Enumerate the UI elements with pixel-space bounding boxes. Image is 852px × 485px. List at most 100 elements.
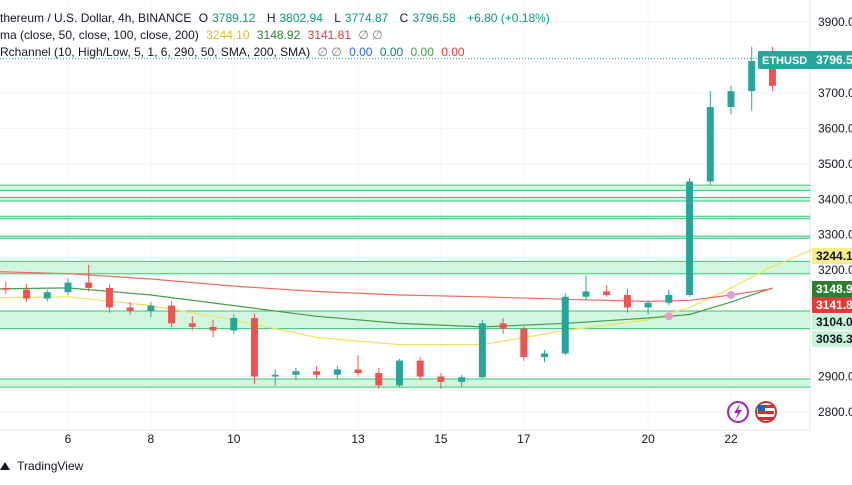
rchannel-v1: 0.00 [349, 45, 373, 59]
y-tick-label: 3400.0 [818, 192, 852, 206]
candle-body [2, 287, 10, 290]
sr-zones [0, 184, 810, 388]
candle-body [603, 291, 611, 295]
price-tag-value: 3148.9 [816, 282, 852, 296]
candle-body [333, 369, 341, 375]
symbol-legend: thereum / U.S. Dollar, 4h, BINANCE O 3789… [0, 10, 554, 26]
ma100-line [0, 287, 773, 328]
sr-zone [0, 236, 810, 239]
tradingview-brand[interactable]: TradingView [0, 459, 83, 473]
flag-stripe-icon [758, 411, 774, 414]
candle-body [354, 369, 362, 373]
candle-body [313, 371, 321, 375]
price-tag-bg [812, 314, 852, 330]
candle-body [520, 328, 528, 358]
ma-label: ma (close, 50, close, 100, close, 200) [0, 28, 199, 42]
y-tick-label: 3500.0 [818, 157, 852, 171]
lightning-glyph-icon [734, 404, 742, 420]
price-tag-value: 3244.1 [816, 249, 852, 263]
price-tag-value: 3104.0 [816, 315, 852, 329]
candle-body [561, 296, 569, 354]
candle-body [230, 318, 238, 331]
candle-body [665, 295, 673, 303]
price-tag-value: 3796.5 [816, 53, 852, 67]
candle-body [250, 318, 258, 377]
candle-body [706, 107, 714, 182]
candle-body [64, 282, 72, 293]
x-tick-label: 22 [724, 432, 738, 446]
candle-body [686, 181, 694, 295]
candle-body [396, 360, 403, 386]
price-tag-bg [812, 51, 852, 69]
tradingview-logo-icon [0, 462, 10, 470]
sr-zone [0, 185, 810, 191]
signal-markers [664, 291, 735, 321]
rchannel-v4: 0.00 [441, 45, 465, 59]
candle-body [437, 376, 445, 382]
price-tag-bg [812, 297, 852, 313]
x-tick-label: 20 [641, 432, 655, 446]
y-tick-label: 3900.0 [818, 15, 852, 29]
bottom-icons [727, 401, 777, 423]
candle-body [292, 371, 300, 375]
candle-body [168, 305, 176, 324]
y-tick-label: 2900.0 [818, 370, 852, 384]
candle-body [478, 323, 486, 378]
ohlc-close: C 3796.58 [399, 11, 456, 25]
signal-marker [727, 291, 735, 299]
symbol-tag-bg [758, 51, 818, 69]
price-tags: ETHUSD 3796.5 3244.1 3148.9 3141.8 3104.0 3036… [758, 51, 852, 347]
ohlc-open: O 3789.12 [198, 11, 256, 25]
price-tag-value: 3141.8 [816, 298, 852, 312]
candle-body [105, 287, 113, 308]
candle-body [541, 353, 549, 358]
y-axis[interactable]: 3900.03800.03700.03600.03500.03400.03300… [818, 15, 852, 419]
ma200-line [0, 271, 773, 303]
sr-zone [0, 379, 810, 388]
candle-body [623, 295, 631, 308]
candle-body [85, 282, 93, 288]
signal-marker [664, 312, 673, 321]
ma100-value: 3148.92 [256, 28, 301, 42]
candle-body [748, 61, 756, 92]
candle-body [727, 91, 735, 108]
price-tag-value: 3036.3 [816, 332, 852, 346]
ohlc-low: L 3774.87 [334, 11, 389, 25]
x-tick-label: 15 [434, 432, 448, 446]
candle-body [458, 377, 466, 382]
y-tick-label: 3600.0 [818, 121, 852, 135]
candle-body [188, 323, 196, 327]
y-tick-label: 3300.0 [818, 228, 852, 242]
ma200-value: 3141.81 [307, 28, 351, 42]
candle-body [147, 305, 155, 311]
candle-body [768, 61, 776, 86]
candle-body [499, 323, 507, 329]
price-tag-bg [812, 281, 852, 297]
sr-zone [0, 216, 810, 219]
sr-zone [0, 261, 810, 274]
rchannel-legend: Rchannel (10, High/Low, 5, 1, 6, 290, 50… [0, 44, 469, 60]
candle-body [209, 326, 217, 331]
flag-stripe-icon [758, 417, 774, 420]
candle-body [23, 289, 31, 299]
rchannel-extra: ∅ ∅ [317, 45, 342, 59]
price-tag-bg [812, 248, 852, 264]
brand-label: TradingView [17, 459, 84, 473]
flag-stripe-icon [758, 405, 774, 408]
symbol-tag-name: ETHUSD [762, 55, 807, 67]
candle-body [644, 302, 652, 308]
x-tick-label: 17 [517, 432, 531, 446]
x-tick-label: 6 [65, 432, 72, 446]
sr-zone [0, 310, 810, 329]
flag-canton-icon [758, 405, 765, 411]
candle-body [271, 374, 279, 377]
ma50-value: 3244.10 [206, 28, 250, 42]
price-tag-bg [812, 331, 852, 347]
sr-zone [0, 197, 810, 202]
ma-extra: ∅ ∅ [358, 28, 383, 42]
rchannel-v2: 0.00 [379, 45, 404, 59]
candle-body [416, 360, 424, 377]
symbol-title: thereum / U.S. Dollar, 4h, BINANCE [0, 11, 192, 25]
